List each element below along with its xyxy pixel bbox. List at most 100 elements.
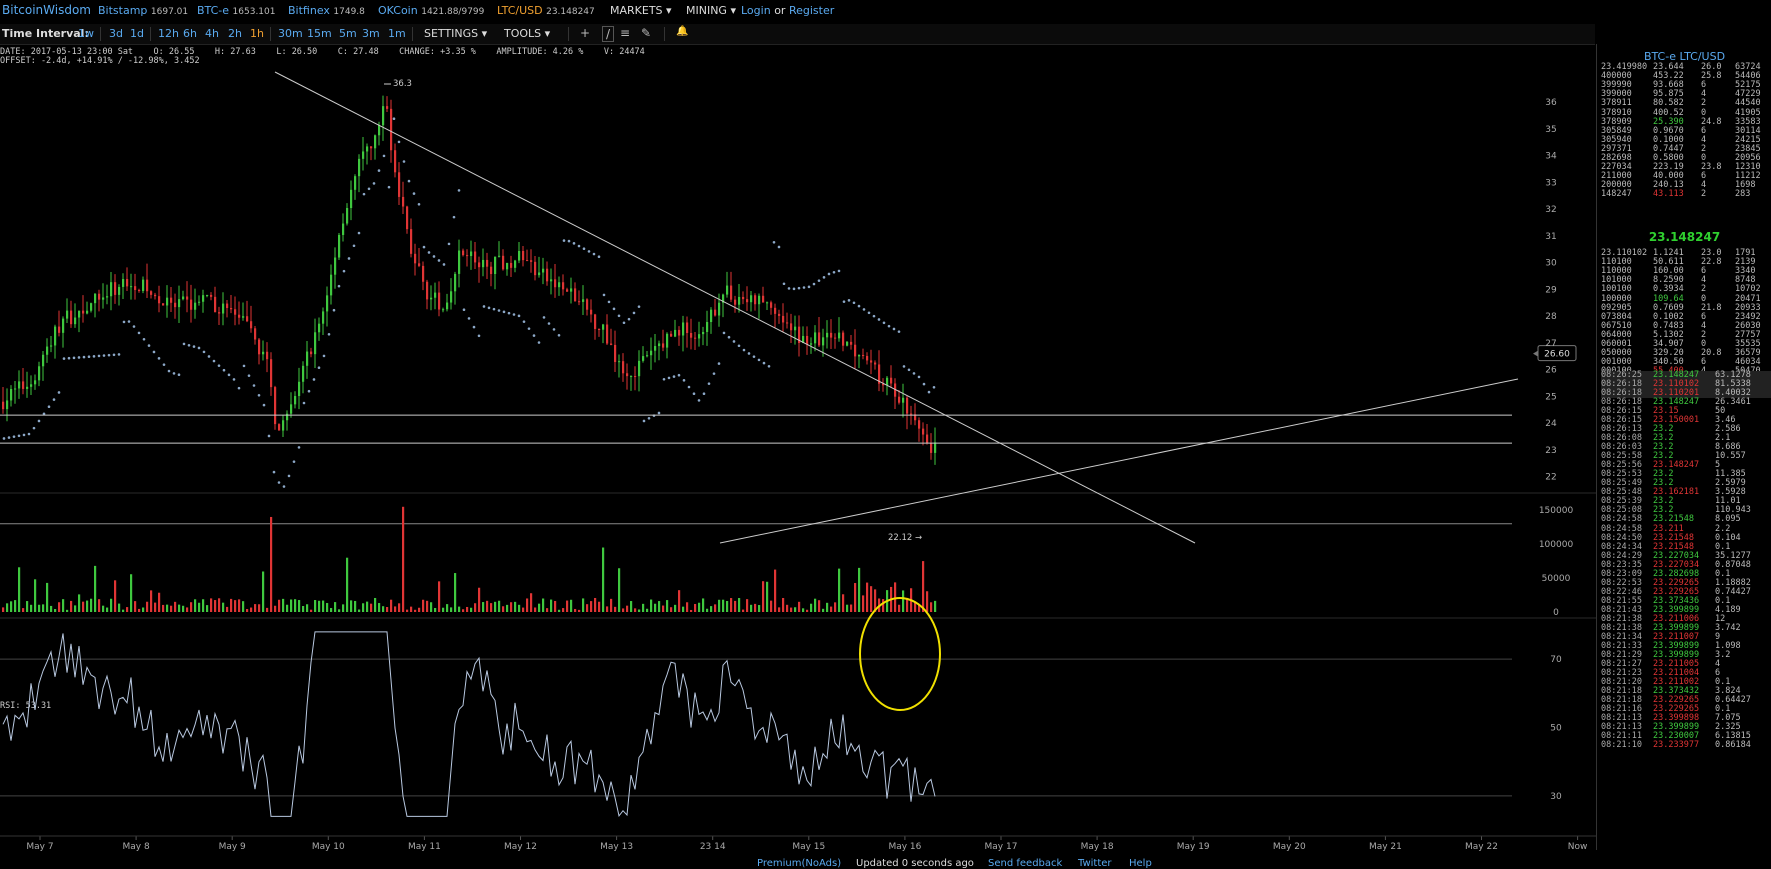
ask-row[interactable]: 378909 25.390 24.8 33583 [1601, 117, 1771, 127]
interval-5m[interactable]: 5m [339, 27, 357, 40]
volume-bar [118, 603, 121, 612]
volume-bar [570, 599, 573, 612]
ask-row[interactable]: 399000 95.875 4 47229 [1601, 89, 1771, 99]
candle-body [746, 299, 749, 303]
trade-price: 23.2 [1653, 496, 1674, 507]
tools-menu[interactable]: TOOLS ▾ [504, 27, 550, 40]
trade-time: 08:21:38 [1601, 622, 1642, 633]
interval-6h[interactable]: 6h [183, 27, 197, 40]
candle-body [762, 295, 765, 303]
ask-row[interactable]: 399990 93.668 6 52175 [1601, 80, 1771, 90]
volume-bar [166, 604, 169, 612]
bid-row[interactable]: 060001 34.907 0 35535 [1601, 339, 1771, 349]
candle-body [814, 332, 817, 344]
bid-row[interactable]: 092905 0.7609 21.8 20933 [1601, 303, 1771, 313]
market-okcoin[interactable]: OKCoin 1421.88/9799 [378, 4, 484, 17]
bid-row[interactable]: 110100 50.611 22.8 2139 [1601, 257, 1771, 267]
ask-row[interactable]: 148247 43.113 2 283 [1601, 189, 1771, 199]
interval-1d[interactable]: 1d [130, 27, 144, 40]
volume-bar [470, 607, 473, 612]
bell-icon[interactable]: 🔔 [676, 26, 689, 37]
ask-row[interactable]: 400000 453.22 25.8 54406 [1601, 71, 1771, 81]
sar-dot [847, 299, 851, 302]
bid-row[interactable]: 110000 160.00 6 3340 [1601, 266, 1771, 276]
login-link[interactable]: Login [741, 4, 771, 17]
interval-2h[interactable]: 2h [228, 27, 242, 40]
sar-dot [332, 308, 336, 312]
sar-dot [547, 322, 551, 325]
interval-3m[interactable]: 3m [362, 27, 380, 40]
candle-body [750, 295, 753, 303]
volume-bar [286, 604, 289, 612]
bid-row[interactable]: 067510 0.7483 4 26030 [1601, 321, 1771, 331]
ask-row[interactable]: 200000 240.13 4 1698 [1601, 180, 1771, 190]
markets-menu[interactable]: MARKETS ▾ [610, 4, 672, 17]
settings-menu[interactable]: SETTINGS ▾ [424, 27, 487, 40]
candle-body [202, 295, 205, 302]
interval-4h[interactable]: 4h [205, 27, 219, 40]
orderbook-cell: 305849 [1601, 125, 1632, 136]
interval-3d[interactable]: 3d [109, 27, 123, 40]
bid-row[interactable]: 101000 8.2590 4 8748 [1601, 275, 1771, 285]
crosshair-icon[interactable]: + [580, 26, 591, 40]
ask-row[interactable]: 297371 0.7447 2 23845 [1601, 144, 1771, 154]
ask-row[interactable]: 23.419980 23.644 26.0 63724 [1601, 62, 1771, 72]
bid-row[interactable]: 100100 0.3934 2 10702 [1601, 284, 1771, 294]
bid-row[interactable]: 073804 0.1002 6 23492 [1601, 312, 1771, 322]
ask-row[interactable]: 305849 0.9670 6 30114 [1601, 126, 1771, 136]
help-link[interactable]: Help [1129, 858, 1152, 869]
updated-status: Updated 0 seconds ago [856, 858, 974, 869]
trade-price: 23.227034 [1653, 559, 1700, 570]
interval-12h[interactable]: 12h [158, 27, 179, 40]
bid-row[interactable]: 064000 5.1302 2 27757 [1601, 330, 1771, 340]
volume-bar [26, 601, 29, 612]
ask-row[interactable]: 282698 0.5800 0 20956 [1601, 153, 1771, 163]
line-tool-icon[interactable]: / [602, 26, 615, 42]
interval-30m[interactable]: 30m [278, 27, 303, 40]
trade-time: 08:24:50 [1601, 532, 1642, 543]
ask-row[interactable]: 211000 40.000 6 11212 [1601, 171, 1771, 181]
ask-row[interactable]: 378910 400.52 0 41905 [1601, 108, 1771, 118]
premium-link[interactable]: Premium(NoAds) [757, 858, 842, 869]
bid-row[interactable]: 100000 109.64 0 20471 [1601, 294, 1771, 304]
volume-bar [858, 567, 861, 612]
market-btce[interactable]: BTC-e 1653.101 [197, 4, 276, 17]
toolbar-divider [412, 27, 413, 41]
horizontal-lines-icon[interactable]: ≡ [620, 26, 631, 40]
orderbook-cell: 25.8 [1701, 71, 1722, 82]
candle-body [222, 303, 225, 314]
orderbook-cell: 4 [1701, 275, 1707, 286]
candle-body [154, 294, 157, 297]
candle-body [98, 293, 101, 300]
bid-row[interactable]: 001000 340.50 6 46034 [1601, 357, 1771, 367]
price-chart[interactable]: 36.322.12 →26.60 22232425262728293031323… [0, 0, 1596, 858]
register-link[interactable]: Register [788, 4, 835, 17]
market-bitstamp[interactable]: Bitstamp 1697.01 [98, 4, 188, 17]
feedback-link[interactable]: Send feedback [988, 858, 1063, 869]
interval-1h[interactable]: 1h [250, 27, 264, 40]
brand-logo[interactable]: BitcoinWisdom [2, 3, 91, 17]
interval-15m[interactable]: 15m [307, 27, 332, 40]
volume-bar [262, 571, 265, 612]
ask-row[interactable]: 378911 80.582 2 44540 [1601, 98, 1771, 108]
orderbook-cell: 4 [1701, 134, 1707, 145]
volume-bar [174, 601, 177, 612]
orderbook-cell: 340.50 [1653, 357, 1684, 368]
orderbook-cell: 10702 [1735, 284, 1761, 295]
market-bitfinex[interactable]: Bitfinex 1749.8 [288, 4, 365, 17]
ask-row[interactable]: 227034 223.19 23.8 12310 [1601, 162, 1771, 172]
candle-body [698, 334, 701, 339]
mining-menu[interactable]: MINING ▾ [686, 4, 736, 17]
bid-row[interactable]: 050000 329.20 20.8 36579 [1601, 348, 1771, 358]
bid-row[interactable]: 23.110102 1.1241 23.0 1791 [1601, 248, 1771, 258]
candle-body [846, 341, 849, 346]
market-ltcusd[interactable]: LTC/USD 23.148247 [497, 4, 595, 17]
volume-bar [14, 600, 17, 612]
twitter-link[interactable]: Twitter [1078, 858, 1112, 869]
sar-dot [607, 300, 611, 304]
interval-1w[interactable]: 1w [78, 27, 94, 40]
pencil-icon[interactable]: ✎ [641, 26, 652, 40]
ask-row[interactable]: 305940 0.1000 4 24215 [1601, 135, 1771, 145]
trade-price: 23.21548 [1653, 532, 1694, 543]
interval-1m[interactable]: 1m [388, 27, 406, 40]
